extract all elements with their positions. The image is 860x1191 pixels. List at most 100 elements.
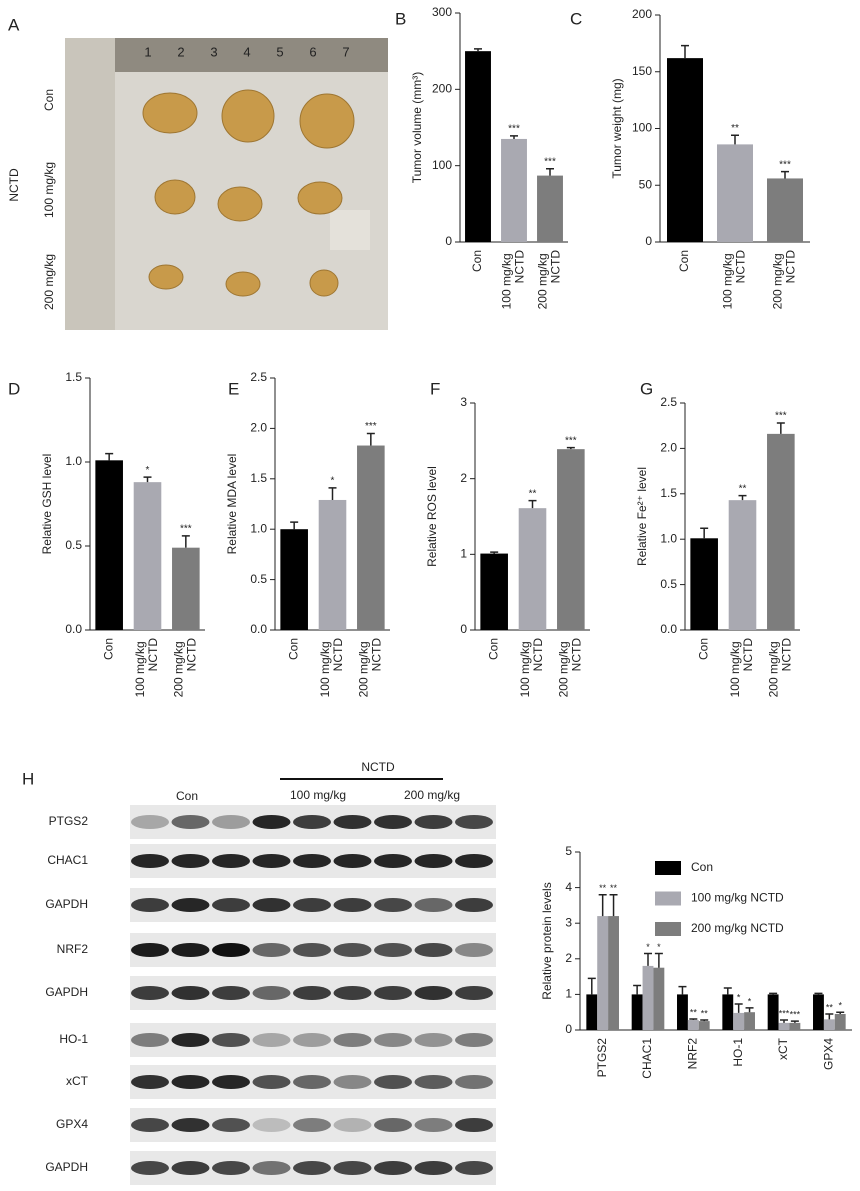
tumor: [309, 269, 339, 297]
panel-letter: F: [430, 379, 440, 398]
blot-band: [293, 986, 331, 1000]
bar: [728, 500, 757, 630]
significance: **: [701, 1008, 709, 1018]
bar: [690, 538, 718, 630]
blot-band: [455, 1118, 493, 1132]
blot-band: [414, 1033, 453, 1047]
y-tick-label: 1.0: [250, 521, 267, 535]
y-tick-label: 3: [460, 395, 467, 409]
blot-row-label: GAPDH: [45, 985, 88, 999]
significance: ***: [544, 156, 556, 167]
y-tick-label: 1.0: [65, 454, 82, 468]
blot-band: [171, 815, 210, 829]
blot-band: [333, 943, 372, 957]
y-tick-label: 100: [632, 121, 652, 135]
blot-band: [252, 1118, 291, 1132]
photo-label: [330, 210, 370, 250]
significance: **: [826, 1002, 834, 1012]
blot-band: [171, 943, 210, 957]
blot-band: [252, 1075, 291, 1089]
bar: [698, 1021, 710, 1030]
error-bar: [366, 432, 375, 446]
tumor: [299, 93, 355, 149]
error-bar: [566, 446, 575, 450]
blot-band: [333, 986, 372, 1000]
blot-band: [414, 1075, 453, 1089]
blot-band: [131, 815, 169, 829]
x-tick-label: GPX4: [822, 1038, 836, 1070]
x-tick-label: 100 mg/kg NCTD: [728, 638, 755, 698]
blot-band: [252, 1033, 291, 1047]
legend-swatch: [655, 861, 681, 875]
error-bar: [681, 44, 689, 59]
blot-band: [333, 1118, 372, 1132]
bar: [722, 994, 734, 1030]
error-bar: [700, 1019, 709, 1022]
y-tick-label: 200: [632, 7, 652, 21]
blot-band: [293, 1161, 331, 1175]
tumor-photo: [65, 38, 388, 330]
error-bar: [587, 977, 596, 995]
y-tick-label: 0.5: [660, 577, 677, 591]
error-bar: [678, 985, 687, 995]
y-tick-label: 3: [565, 915, 572, 929]
significance: ***: [775, 411, 787, 422]
blot-band: [293, 1033, 331, 1047]
blot-band: [131, 1161, 169, 1175]
error-bar: [474, 48, 482, 52]
significance: ***: [779, 159, 791, 170]
blot-band: [171, 986, 210, 1000]
y-axis-label: Relative protein levels: [540, 882, 554, 999]
panel-letter: E: [228, 379, 239, 398]
error-bar: [609, 893, 618, 917]
x-tick-label: 100 mg/kg NCTD: [500, 250, 527, 310]
ruler-number: 6: [309, 44, 316, 59]
significance: ***: [790, 1009, 801, 1019]
legend-label: 100 mg/kg NCTD: [691, 891, 784, 905]
x-tick-label: 100 mg/kg NCTD: [721, 250, 748, 310]
blot-band: [293, 815, 331, 829]
y-tick-label: 4: [565, 880, 572, 894]
y-tick-label: 2.5: [660, 395, 677, 409]
row-label: Con: [42, 89, 56, 111]
error-bar: [510, 135, 518, 139]
blot-band: [374, 854, 412, 868]
blot-band: [374, 1033, 412, 1047]
blot-band: [212, 815, 250, 829]
bar: [642, 965, 654, 1030]
bar: [733, 1012, 745, 1030]
blot-band: [333, 898, 372, 912]
bar: [767, 994, 779, 1030]
blot-band: [333, 1161, 372, 1175]
blot-band: [171, 854, 210, 868]
error-bar: [490, 551, 499, 554]
blot-band: [374, 898, 412, 912]
significance: **: [610, 883, 618, 893]
x-tick-label: 100 mg/kg NCTD: [518, 638, 545, 698]
panel-letter: B: [395, 9, 406, 28]
x-tick-label: Con: [486, 638, 500, 660]
y-tick-label: 1.5: [65, 370, 82, 384]
blot-row-label: NRF2: [57, 942, 89, 956]
blot-band: [252, 898, 291, 912]
row-label: 200 mg/kg: [42, 254, 56, 310]
y-tick-label: 1.0: [660, 531, 677, 545]
x-tick-label: PTGS2: [595, 1038, 609, 1078]
blot-band: [131, 943, 169, 957]
bar: [586, 994, 598, 1030]
significance: **: [599, 883, 607, 893]
error-bar: [598, 893, 607, 917]
error-bar: [633, 984, 642, 995]
panel-letter: D: [8, 379, 20, 398]
significance: ***: [365, 421, 377, 432]
blot-band: [374, 943, 412, 957]
ruler-number: 3: [210, 44, 217, 59]
blot-band: [131, 1075, 169, 1089]
blot-band: [374, 815, 412, 829]
blot-band: [212, 1118, 250, 1132]
blot-band: [414, 1161, 453, 1175]
y-axis-label: Relative GSH level: [40, 454, 54, 555]
blot-band: [171, 1075, 210, 1089]
blot-band: [131, 1118, 169, 1132]
blot-band: [212, 854, 250, 868]
